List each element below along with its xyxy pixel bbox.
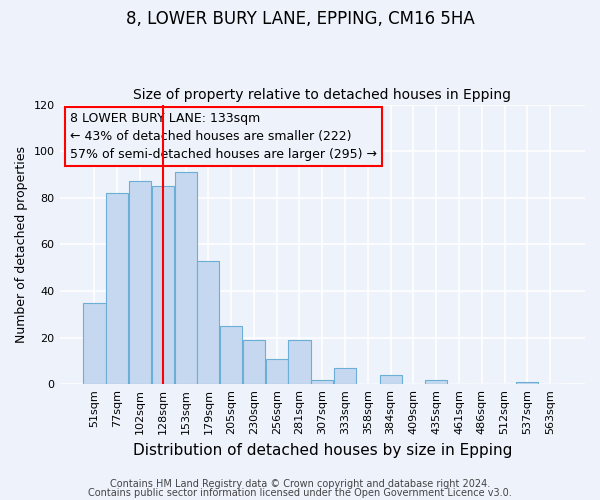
Text: 8, LOWER BURY LANE, EPPING, CM16 5HA: 8, LOWER BURY LANE, EPPING, CM16 5HA [125, 10, 475, 28]
Bar [289, 340, 311, 384]
Title: Size of property relative to detached houses in Epping: Size of property relative to detached ho… [133, 88, 511, 102]
Bar [220, 326, 242, 384]
Text: Contains public sector information licensed under the Open Government Licence v3: Contains public sector information licen… [88, 488, 512, 498]
Bar [175, 172, 197, 384]
Bar [243, 340, 265, 384]
X-axis label: Distribution of detached houses by size in Epping: Distribution of detached houses by size … [133, 442, 512, 458]
Bar [152, 186, 174, 384]
Text: 8 LOWER BURY LANE: 133sqm
← 43% of detached houses are smaller (222)
57% of semi: 8 LOWER BURY LANE: 133sqm ← 43% of detac… [70, 112, 377, 160]
Bar [516, 382, 538, 384]
Text: Contains HM Land Registry data © Crown copyright and database right 2024.: Contains HM Land Registry data © Crown c… [110, 479, 490, 489]
Bar [106, 193, 128, 384]
Y-axis label: Number of detached properties: Number of detached properties [15, 146, 28, 343]
Bar [425, 380, 447, 384]
Bar [83, 302, 106, 384]
Bar [197, 260, 220, 384]
Bar [266, 358, 288, 384]
Bar [334, 368, 356, 384]
Bar [129, 182, 151, 384]
Bar [380, 375, 401, 384]
Bar [311, 380, 334, 384]
